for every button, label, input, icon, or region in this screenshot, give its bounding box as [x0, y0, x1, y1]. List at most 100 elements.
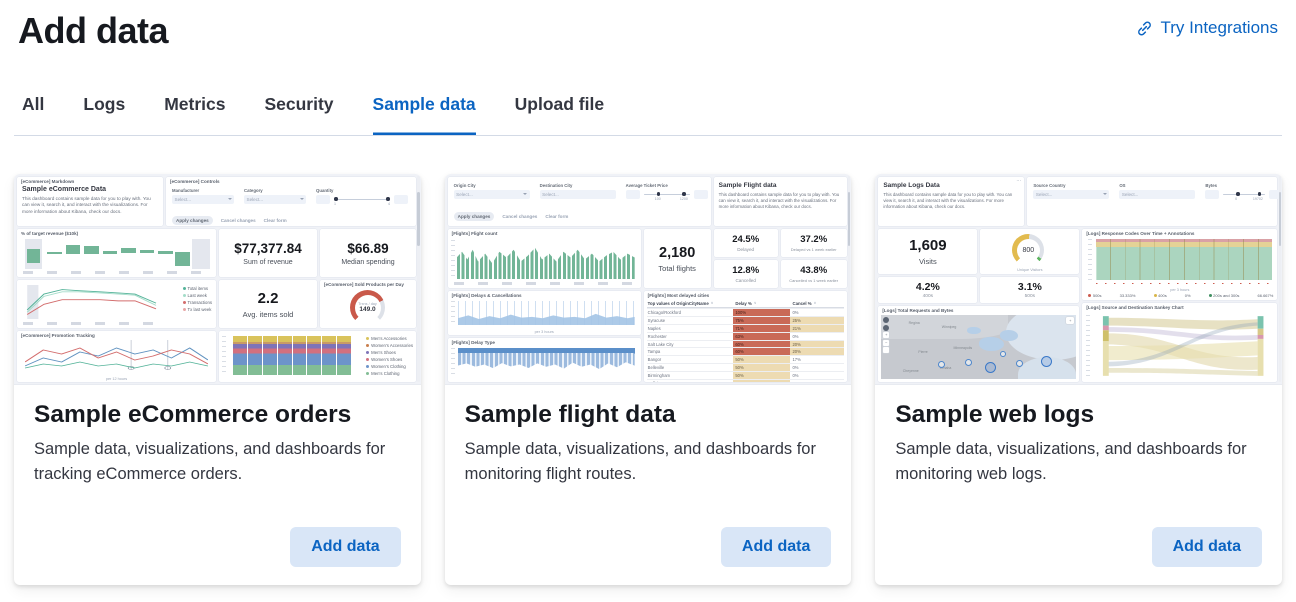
apply-changes-button: Apply changes: [453, 212, 495, 221]
thumb-info-panel: Sample Logs Data This dashboard contains…: [878, 177, 1025, 226]
card-description: Sample data, visualizations, and dashboa…: [34, 440, 386, 483]
chevron-down-icon: [1102, 193, 1107, 196]
tab-bar: All Logs Metrics Security Sample data Up…: [14, 94, 1282, 136]
metric-value: 2,180: [659, 244, 696, 261]
thumb-markdown-panel: [eCommerce] Markdown Sample eCommerce Da…: [17, 177, 163, 226]
thumb-sankey-chart: [Logs] Source and Destination Sankey Cha…: [1082, 303, 1278, 382]
range-max-box: [693, 189, 708, 199]
table-row: Salt Lake City 60% 20%: [646, 339, 844, 348]
field-label: Destination City: [539, 183, 573, 188]
table-row: Belleville 50% 0%: [646, 363, 844, 372]
panel-title: [eCommerce] Markdown: [21, 179, 75, 184]
field-label: Manufacturer: [172, 188, 200, 193]
sankey-canvas: [1103, 316, 1264, 376]
add-data-button-flights[interactable]: Add data: [720, 527, 832, 567]
tab-security[interactable]: Security: [264, 94, 334, 114]
clear-form-button: Clear form: [545, 214, 569, 219]
thumb-category-stack-chart: Men's Accessories Women's Accessories Me…: [219, 331, 416, 382]
thumb-delay-type-chart: [Flights] Delay Type: [447, 338, 641, 382]
table-row: Syracuse 75% 25%: [646, 315, 844, 324]
thumb-median-spending: $66.89 Median spending: [320, 229, 416, 277]
map-expand-icon: +: [1066, 317, 1075, 324]
info-heading: Sample Logs Data: [883, 182, 940, 189]
origin-city-select: Select...: [453, 189, 530, 199]
x-axis-label: per 3 hours: [1170, 288, 1190, 292]
cancel-changes-button: Cancel changes: [220, 218, 256, 223]
add-data-button-web-logs[interactable]: Add data: [1151, 527, 1263, 567]
field-label: Average Ticket Price: [625, 183, 668, 188]
tab-sample-data[interactable]: Sample data: [373, 94, 476, 135]
add-data-button-ecommerce[interactable]: Add data: [290, 527, 401, 567]
tab-logs[interactable]: Logs: [83, 94, 126, 114]
info-heading: Sample Flight data: [718, 182, 777, 189]
quantity-slider: 1 4: [334, 197, 390, 206]
thumb-response-codes-chart: [Logs] Response Codes Over Time + Annota…: [1082, 229, 1278, 300]
thumb-info-panel: Sample Flight data This dashboard contai…: [713, 177, 847, 226]
gauge-value: 149.0: [359, 306, 376, 313]
tab-upload-file[interactable]: Upload file: [514, 94, 605, 114]
metric-value: 2.2: [257, 289, 279, 307]
os-select: Select...: [1119, 189, 1196, 199]
x-axis-label: per 3 hours: [534, 330, 554, 334]
panel-title: [Logs] Total Requests and Bytes: [882, 308, 954, 313]
map-tool-icon: [883, 324, 890, 331]
flights-dashboard-thumbnail: Origin City Select... Destination City S…: [444, 174, 852, 385]
card-title: Sample flight data: [464, 401, 676, 428]
gauge-label: Trxns / day: [358, 302, 377, 306]
gauge-arc: [350, 290, 385, 325]
thumb-avg-items: 2.2 Avg. items sold: [219, 280, 317, 328]
add-data-page: Add data Try Integrations All Logs Metri…: [14, 10, 1283, 585]
range-max-box: [394, 194, 408, 204]
table-row: Rochester 63% 0%: [646, 331, 844, 340]
panel-menu-icon: ⋯: [1016, 178, 1022, 184]
thumb-unique-visitors-gauge: 800 Unique Visitors: [980, 229, 1080, 274]
table-row: Bangor 50% 17%: [646, 355, 844, 364]
panel-title: [Logs] Response Codes Over Time + Annota…: [1086, 231, 1195, 236]
card-ecommerce: [eCommerce] Markdown Sample eCommerce Da…: [14, 174, 421, 585]
gauge-label: Unique Visitors: [1017, 268, 1043, 272]
logs-dashboard-thumbnail: Sample Logs Data This dashboard contains…: [875, 174, 1283, 385]
card-web-logs: Sample Logs Data This dashboard contains…: [875, 174, 1283, 585]
table-row: Chicago/Rockford 100% 0%: [646, 308, 844, 316]
thumb-controls-panel: Source Country Select... OS Select... By…: [1027, 177, 1283, 226]
delay-type-bars: [457, 353, 635, 370]
tab-all[interactable]: All: [22, 94, 45, 114]
field-label: Quantity: [316, 188, 334, 193]
thumb-delays-chart: [Flights] Delays & Cancellations per 3 h…: [447, 291, 641, 335]
field-label: Origin City: [453, 183, 476, 188]
trend-legend: Total items Last week Transactions Tx la…: [182, 286, 212, 314]
thumb-trend-chart: Total items Last week Transactions Tx la…: [17, 280, 216, 328]
thumb-controls-panel: [eCommerce] Controls Manufacturer Select…: [166, 177, 416, 226]
field-label: Bytes: [1205, 183, 1218, 188]
source-country-select: Select...: [1033, 189, 1110, 199]
response-codes-legend: 500s 33.333% 400s 0% 200s and 300s 66.66…: [1088, 293, 1273, 298]
table-row: Tampa 60% 20%: [646, 347, 844, 356]
thumb-delayed-cities-table: [Flights] Most delayed cities Top values…: [643, 291, 847, 382]
field-label: Source Country: [1033, 183, 1066, 188]
card-title: Sample eCommerce orders: [34, 401, 352, 428]
range-min-box: [316, 194, 330, 204]
thumb-400s: 4.2% 400s: [878, 277, 978, 303]
range-max-box: [1269, 189, 1283, 199]
ticket-price-slider: 100 1200: [643, 192, 690, 201]
thumb-stat-delayed-vs: 37.2% Delayed vs 1 week earlier: [780, 229, 847, 257]
panel-title: [eCommerce] Promotion Tracking: [21, 333, 95, 338]
try-integrations-link[interactable]: Try Integrations: [1136, 18, 1278, 38]
chevron-down-icon: [523, 193, 528, 196]
panel-title: [Flights] Most delayed cities: [647, 293, 710, 298]
metric-label: Sum of revenue: [243, 258, 293, 266]
markdown-heading: Sample eCommerce Data: [22, 186, 107, 193]
info-body: This dashboard contains sample data for …: [883, 192, 1013, 209]
tab-metrics[interactable]: Metrics: [164, 94, 226, 114]
thumbnail-scrollbar: [417, 176, 420, 382]
range-min-box: [625, 189, 640, 199]
link-icon: [1136, 20, 1153, 37]
x-axis-label: per 12 hours: [105, 377, 128, 381]
metric-label: Total flights: [658, 263, 696, 273]
category-select: Select...: [244, 194, 306, 204]
zoom-in-icon: +: [883, 332, 890, 338]
thumb-stat-cancelled-vs: 43.8% Cancelled vs 1 week earlier: [780, 260, 847, 288]
field-label: Category: [244, 188, 263, 193]
table-header: Top values of OriginCityName ∨ Delay % ∨ C…: [646, 299, 844, 308]
thumb-stat-delayed: 24.5% Delayed: [713, 229, 778, 257]
